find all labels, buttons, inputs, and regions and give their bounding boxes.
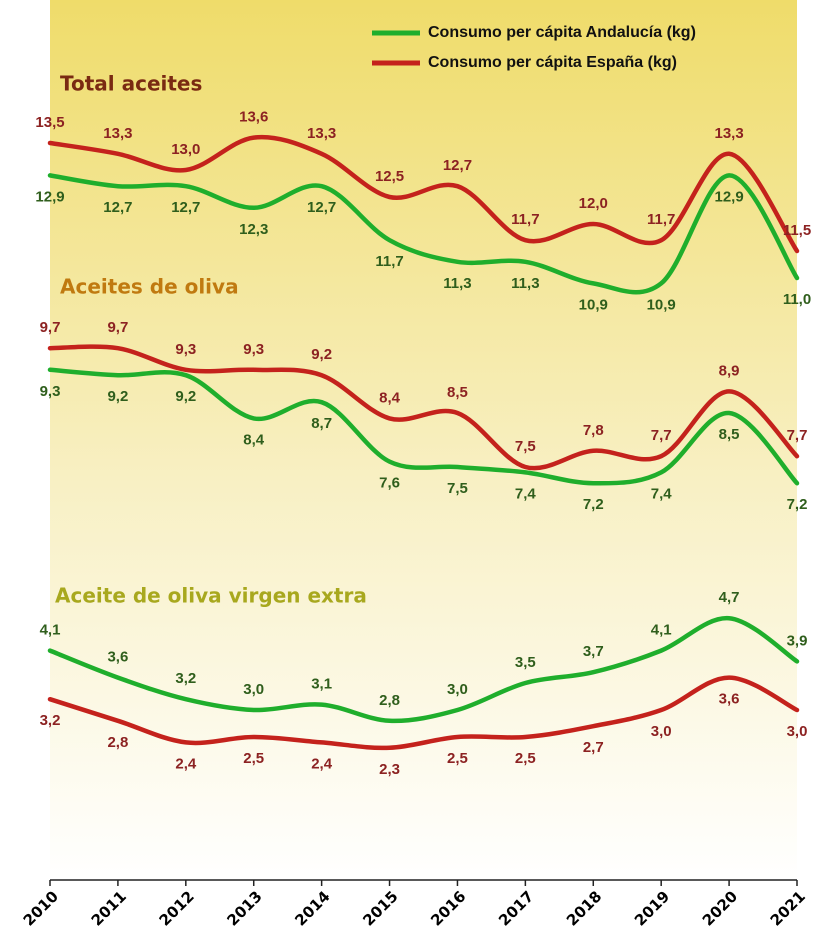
- value-label: 8,7: [311, 415, 332, 432]
- value-label: 11,3: [511, 275, 539, 292]
- legend-label: Consumo per cápita España (kg): [428, 54, 677, 71]
- value-label: 12,7: [171, 199, 200, 216]
- value-label: 11,5: [783, 222, 811, 239]
- value-label: 11,3: [443, 275, 471, 292]
- x-tick-label: 2020: [699, 887, 741, 929]
- value-label: 9,7: [107, 319, 128, 336]
- value-label: 12,7: [103, 199, 132, 216]
- value-label: 4,1: [40, 622, 61, 639]
- value-label: 12,7: [307, 199, 336, 216]
- value-label: 3,0: [651, 723, 672, 740]
- value-label: 12,9: [714, 188, 743, 205]
- value-label: 8,4: [379, 389, 401, 406]
- value-label: 10,9: [579, 296, 608, 313]
- value-label: 7,5: [515, 438, 536, 455]
- value-label: 7,6: [379, 475, 400, 492]
- value-label: 13,5: [35, 114, 64, 131]
- value-label: 3,2: [175, 670, 196, 687]
- value-label: 7,4: [515, 485, 537, 502]
- x-tick-label: 2019: [631, 887, 673, 929]
- line: [47, 367, 800, 486]
- line: [47, 615, 800, 724]
- value-label: 4,7: [719, 589, 740, 606]
- value-label: 13,3: [307, 125, 336, 142]
- x-tick-label: 2017: [495, 887, 537, 929]
- value-label: 13,0: [171, 141, 200, 158]
- value-label: 12,7: [443, 157, 472, 174]
- value-label: 7,7: [787, 427, 808, 444]
- value-label: 9,2: [107, 388, 128, 405]
- value-label: 8,5: [447, 384, 468, 401]
- x-tick-label: 2012: [156, 887, 198, 929]
- line: [47, 134, 800, 254]
- value-label: 9,2: [311, 346, 332, 363]
- value-label: 3,0: [787, 723, 808, 740]
- value-label: 7,8: [583, 422, 604, 439]
- value-label: 9,7: [40, 319, 61, 336]
- value-label: 4,1: [651, 622, 672, 639]
- value-label: 13,6: [239, 109, 268, 126]
- value-label: 2,7: [583, 739, 604, 756]
- x-tick-label: 2011: [88, 887, 130, 929]
- value-label: 3,5: [515, 654, 536, 671]
- legend-label: Consumo per cápita Andalucía (kg): [428, 24, 696, 41]
- value-label: 9,3: [175, 341, 196, 358]
- value-label: 12,5: [375, 168, 404, 185]
- value-label: 13,3: [714, 125, 743, 142]
- line: [47, 173, 800, 295]
- x-tick-label: 2015: [359, 887, 401, 929]
- value-label: 3,6: [719, 691, 740, 708]
- value-label: 11,7: [375, 253, 403, 270]
- value-label: 3,7: [583, 643, 604, 660]
- x-tick-label: 2021: [767, 887, 809, 929]
- value-label: 2,5: [243, 750, 264, 767]
- panel-title: Aceite de oliva virgen extra: [55, 584, 367, 608]
- plot-background: [50, 0, 797, 880]
- value-label: 11,7: [647, 211, 675, 228]
- value-label: 12,9: [35, 188, 64, 205]
- value-label: 8,9: [719, 362, 740, 379]
- line: [47, 675, 800, 751]
- value-label: 10,9: [647, 296, 676, 313]
- panel-title: Aceites de oliva: [60, 275, 239, 299]
- x-tick-label: 2016: [427, 887, 469, 929]
- value-label: 3,0: [447, 681, 468, 698]
- value-label: 7,2: [583, 496, 604, 513]
- value-label: 7,2: [787, 496, 808, 513]
- x-tick-label: 2010: [20, 887, 62, 929]
- value-label: 7,5: [447, 480, 468, 497]
- value-label: 3,6: [107, 649, 128, 666]
- x-tick-label: 2014: [291, 887, 333, 929]
- value-label: 2,3: [379, 761, 400, 778]
- value-label: 3,2: [40, 712, 61, 729]
- value-label: 11,0: [783, 291, 811, 308]
- panel-title: Total aceites: [60, 72, 202, 96]
- x-tick-label: 2018: [563, 887, 605, 929]
- value-label: 2,5: [515, 750, 536, 767]
- x-tick-label: 2013: [223, 887, 265, 929]
- value-label: 13,3: [103, 125, 132, 142]
- value-label: 12,3: [239, 221, 268, 238]
- value-label: 7,7: [651, 427, 672, 444]
- value-label: 2,8: [107, 734, 128, 751]
- value-label: 2,8: [379, 692, 400, 709]
- line: [47, 344, 800, 471]
- value-label: 8,4: [243, 431, 265, 448]
- value-label: 3,9: [787, 632, 808, 649]
- value-label: 2,4: [311, 755, 333, 772]
- value-label: 3,1: [311, 676, 332, 693]
- value-label: 12,0: [579, 195, 608, 212]
- value-label: 2,4: [175, 755, 197, 772]
- value-label: 2,5: [447, 750, 468, 767]
- value-label: 9,2: [175, 388, 196, 405]
- value-label: 11,7: [511, 211, 539, 228]
- value-label: 8,5: [719, 426, 740, 443]
- value-label: 7,4: [651, 485, 673, 502]
- value-label: 3,0: [243, 681, 264, 698]
- value-label: 9,3: [243, 341, 264, 358]
- value-label: 9,3: [40, 383, 61, 400]
